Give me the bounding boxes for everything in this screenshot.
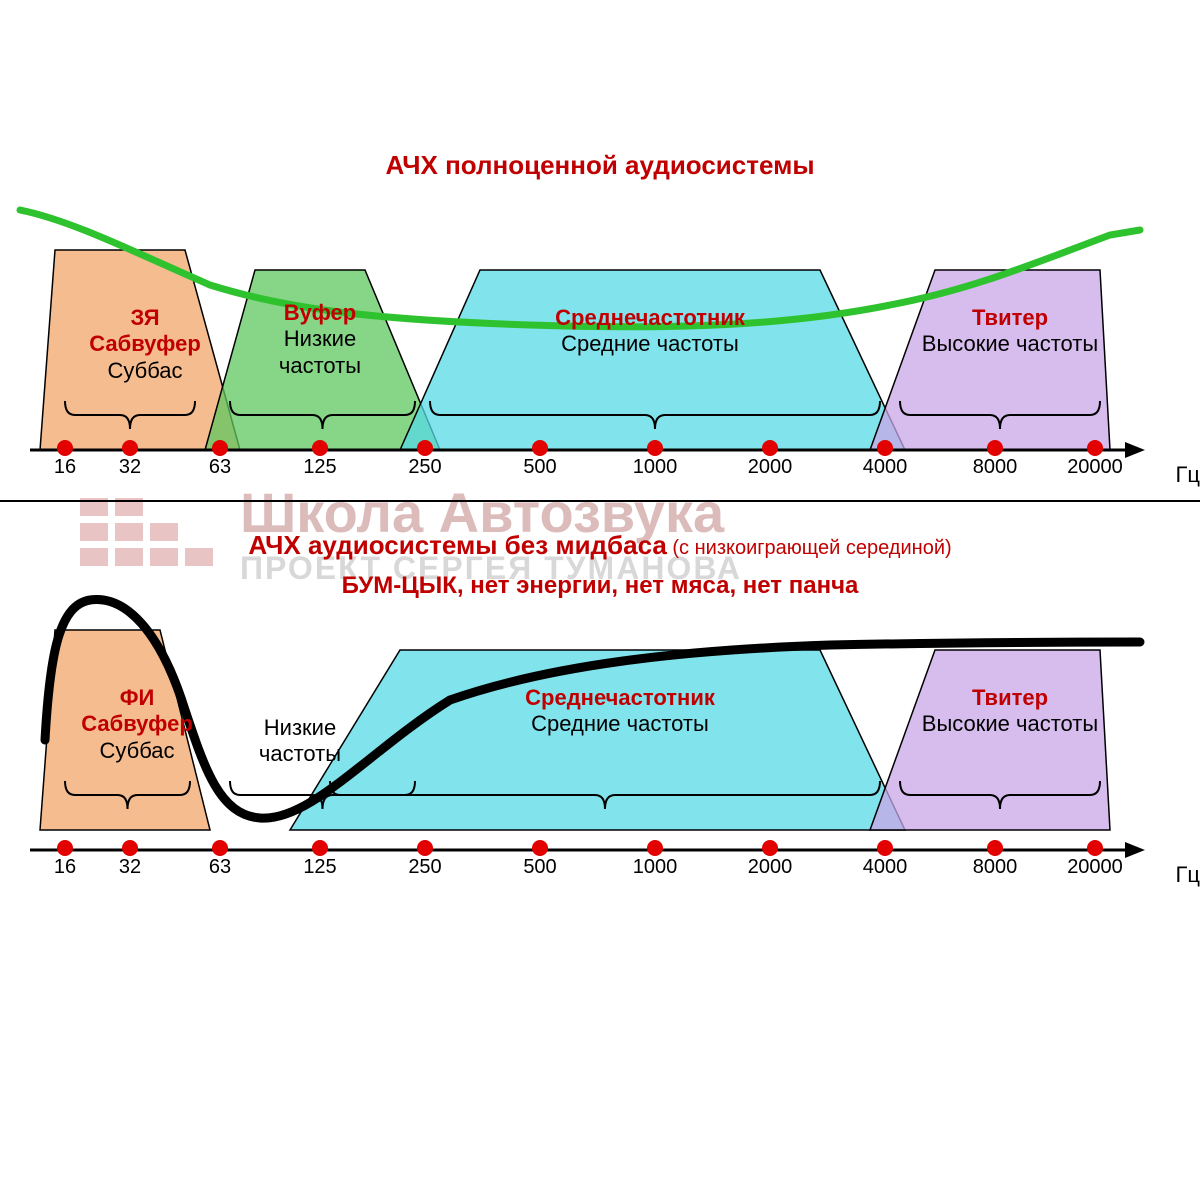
tick-label: 32	[119, 456, 141, 479]
region-subtitle: Высокие частоты	[895, 711, 1125, 737]
tick-label: 125	[303, 456, 336, 479]
region-subtitle: Суббас	[60, 358, 230, 384]
tick-label: 16	[54, 856, 76, 879]
chart-bottom-ticks: 16 32 63 125 250 500 1000 2000 4000 8000 20000	[30, 850, 1130, 890]
region-tweeter	[870, 650, 1110, 830]
region-title: ЗЯСабвуфер	[60, 305, 230, 358]
region-label-tweeter: ТвитерВысокие частоты	[895, 305, 1125, 358]
region-subtitle: Низкиечастоты	[225, 715, 375, 768]
tick-label: 4000	[863, 456, 908, 479]
divider	[0, 500, 1200, 502]
tick-label: 1000	[633, 456, 678, 479]
tick-label: 20000	[1067, 456, 1123, 479]
region-label-mid: СреднечастотникСредние частоты	[460, 305, 840, 358]
chart-top-title: АЧХ полноценной аудиосистемы	[30, 150, 1170, 181]
chart-bottom-title-main: АЧХ аудиосистемы без мидбаса	[248, 530, 667, 560]
region-title: Твитер	[895, 685, 1125, 711]
region-label-woofer: ВуферНизкиечастоты	[230, 300, 410, 379]
tick-label: 20000	[1067, 856, 1123, 879]
axis-unit-bottom: Гц	[1175, 862, 1200, 888]
tick-label: 8000	[973, 856, 1018, 879]
tick-label: 63	[209, 456, 231, 479]
region-title: Среднечастотник	[460, 305, 840, 331]
chart-top-axis-area: ЗЯСабвуферСуббасВуферНизкиечастотыСредне…	[30, 190, 1130, 450]
chart-bottom-axis-area: ФИСабвуферСуббасНизкиечастоты Среднечасто…	[30, 570, 1130, 850]
region-mid	[290, 650, 905, 830]
region-title: ФИСабвуфер	[52, 685, 222, 738]
region-label-mid: СреднечастотникСредние частоты	[430, 685, 810, 738]
chart-bottom-title: АЧХ аудиосистемы без мидбаса (с низкоигр…	[30, 530, 1170, 561]
tick-label: 63	[209, 856, 231, 879]
page: Школа Автозвука ПРОЕКТ СЕРГЕЯ ТУМАНОВА А…	[0, 0, 1200, 1200]
region-title: Вуфер	[230, 300, 410, 326]
chart-top-ticks: 16 32 63 125 250 500 1000 2000 4000 8000 20000	[30, 450, 1130, 490]
tick-label: 500	[523, 856, 556, 879]
region-title: Среднечастотник	[430, 685, 810, 711]
tick-label: 250	[408, 456, 441, 479]
tick-label: 32	[119, 856, 141, 879]
tick-label: 8000	[973, 456, 1018, 479]
tick-label: 2000	[748, 456, 793, 479]
region-label-subwoofer: ФИСабвуферСуббас	[52, 685, 222, 764]
region-subtitle: Суббас	[52, 738, 222, 764]
region-tweeter	[870, 270, 1110, 450]
tick-label: 4000	[863, 856, 908, 879]
region-label-tweeter: ТвитерВысокие частоты	[895, 685, 1125, 738]
tick-label: 250	[408, 856, 441, 879]
region-mid	[400, 270, 905, 450]
region-subtitle: Средние частоты	[430, 711, 810, 737]
tick-label: 500	[523, 456, 556, 479]
chart-bottom: АЧХ аудиосистемы без мидбаса (с низкоигр…	[30, 530, 1170, 890]
region-label-low-label: Низкиечастоты	[225, 715, 375, 768]
chart-bottom-title-suffix: (с низкоиграющей серединой)	[667, 537, 952, 559]
region-subtitle: Высокие частоты	[895, 331, 1125, 357]
tick-label: 16	[54, 456, 76, 479]
region-title: Твитер	[895, 305, 1125, 331]
tick-label: 2000	[748, 856, 793, 879]
region-label-subwoofer: ЗЯСабвуферСуббас	[60, 305, 230, 384]
region-subtitle: Низкиечастоты	[230, 326, 410, 379]
chart-top: АЧХ полноценной аудиосистемы ЗЯСабвуферС…	[30, 150, 1170, 490]
region-subtitle: Средние частоты	[460, 331, 840, 357]
tick-label: 125	[303, 856, 336, 879]
tick-label: 1000	[633, 856, 678, 879]
axis-unit-top: Гц	[1175, 462, 1200, 488]
